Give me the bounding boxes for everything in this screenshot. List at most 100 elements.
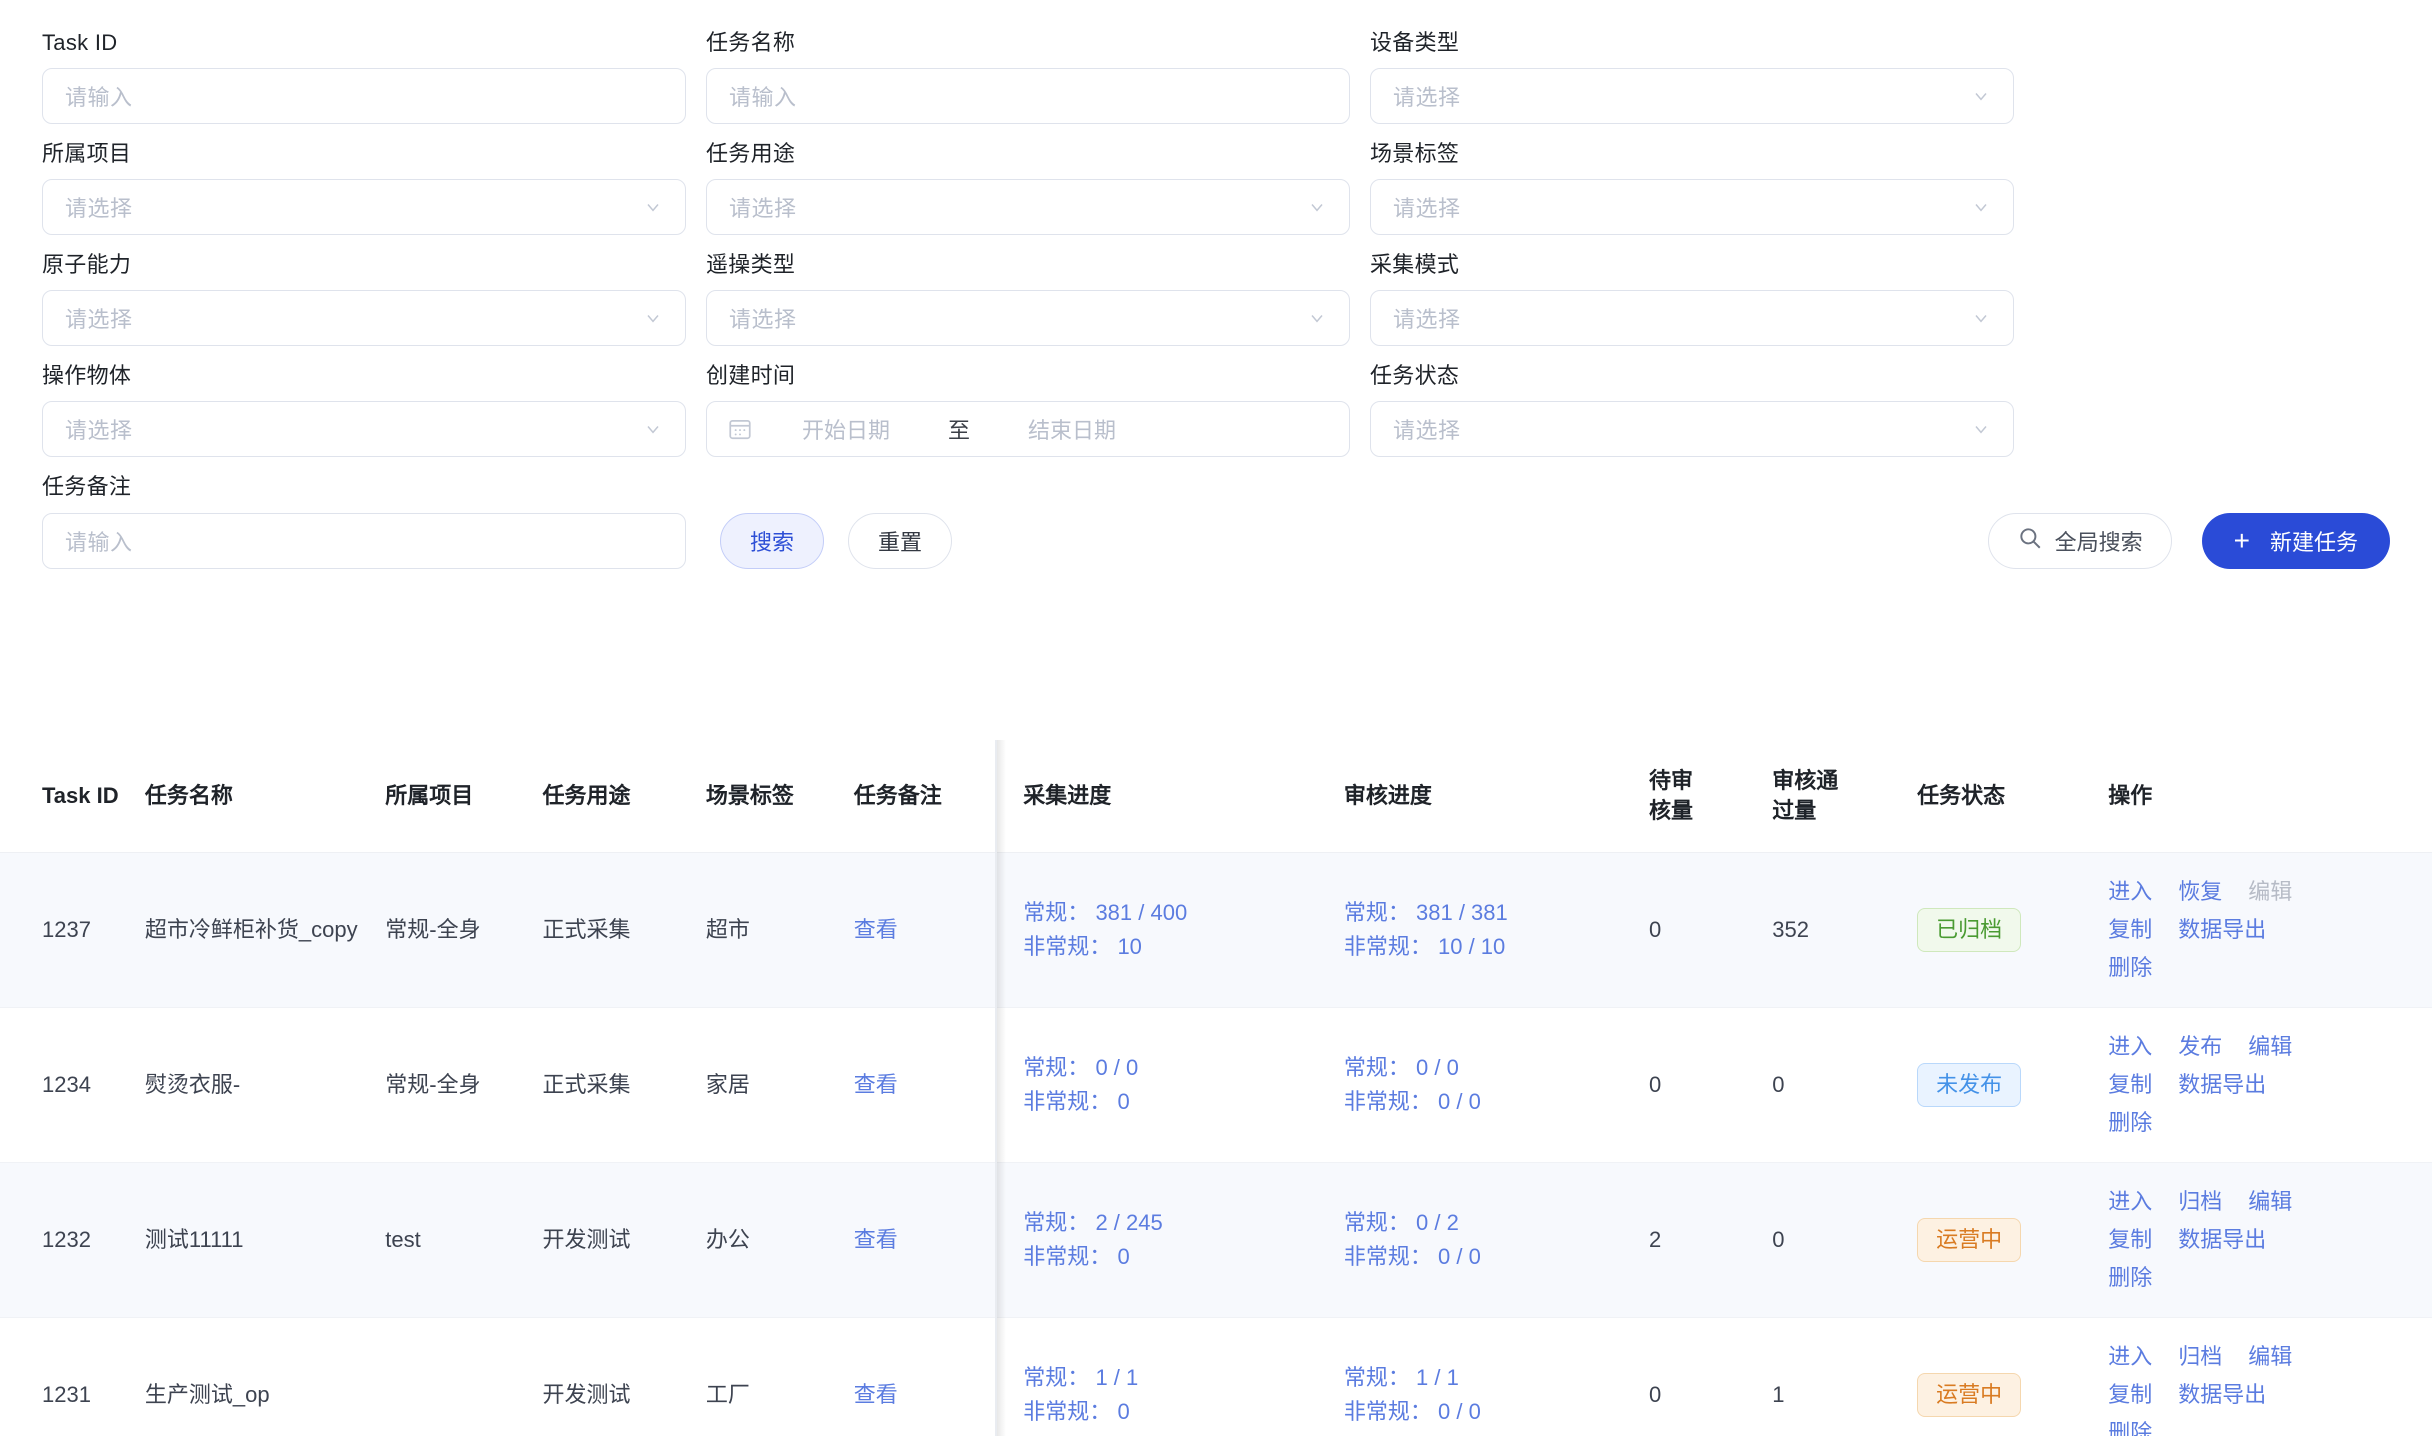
operation-links: 进入 发布 编辑复制 数据导出 删除 xyxy=(2108,1030,2318,1140)
op-link-5[interactable]: 删除 xyxy=(2108,1110,2153,1135)
chevron-down-icon[interactable] xyxy=(1971,419,1991,439)
op-link-2: 编辑 xyxy=(2248,879,2293,904)
op-link-5[interactable]: 删除 xyxy=(2108,1420,2153,1436)
placeholder-device-type: 请选择 xyxy=(1393,85,1461,110)
column-header-name: 任务名称 xyxy=(144,740,386,853)
op-link-0[interactable]: 进入 xyxy=(2108,879,2153,904)
cell-task-id: 1231 xyxy=(0,1317,145,1436)
cell-project: 常规-全身 xyxy=(385,1007,543,1163)
cell-collect-progress: 常规： 2 / 245 非常规： 0 xyxy=(1023,1162,1344,1318)
op-link-5[interactable]: 删除 xyxy=(2108,955,2153,980)
chevron-down-icon[interactable] xyxy=(1971,197,1991,217)
date-end-placeholder[interactable]: 结束日期 xyxy=(1027,418,1116,443)
chevron-down-icon[interactable] xyxy=(1971,308,1991,328)
search-button[interactable]: 搜索 xyxy=(720,513,824,569)
input-task-id[interactable]: 请输入 xyxy=(42,68,686,124)
input-task-name[interactable]: 请输入 xyxy=(706,68,1350,124)
placeholder-task-id: 请输入 xyxy=(65,85,133,110)
cell-collect-progress-abnormal: 非常规： 0 xyxy=(1023,1085,1344,1119)
cell-project: 常规-全身 xyxy=(385,852,543,1008)
select-task-usage[interactable]: 请选择 xyxy=(706,179,1350,235)
chevron-down-icon[interactable] xyxy=(1971,86,1991,106)
op-link-1[interactable]: 恢复 xyxy=(2178,879,2223,904)
cell-usage: 开发测试 xyxy=(542,1162,706,1318)
cell-pending-audit: 0 xyxy=(1649,1007,1773,1163)
select-device-type[interactable]: 请选择 xyxy=(1370,68,2014,124)
op-link-3[interactable]: 复制 xyxy=(2108,1227,2153,1252)
op-link-1[interactable]: 归档 xyxy=(2178,1189,2223,1214)
op-link-4[interactable]: 数据导出 xyxy=(2178,1072,2267,1097)
filter-field-device-type: 设备类型 请选择 xyxy=(1370,30,2034,124)
table-row[interactable]: 1232 测试11111 test 开发测试 办公 查看 常规： 2 / 245 非常规： 0… xyxy=(0,1162,2432,1318)
remark-view-link[interactable]: 查看 xyxy=(853,1227,898,1252)
op-link-1[interactable]: 归档 xyxy=(2178,1344,2223,1369)
select-operate-object[interactable]: 请选择 xyxy=(42,401,686,457)
column-header-pending: 待审 核量 xyxy=(1649,740,1773,853)
chevron-down-icon[interactable] xyxy=(1307,308,1327,328)
table-row[interactable]: 1231 生产测试_op 开发测试 工厂 查看 常规： 1 / 1 非常规： 0 常规： 1 … xyxy=(0,1317,2432,1436)
cell-collect-progress: 常规： 0 / 0 非常规： 0 xyxy=(1023,1007,1344,1163)
op-link-2[interactable]: 编辑 xyxy=(2248,1189,2293,1214)
chevron-down-icon[interactable] xyxy=(643,197,663,217)
action-bar: 请输入 搜索 重置 全局搜索 + 新建任务 xyxy=(0,513,2432,569)
cell-operations: 进入 归档 编辑复制 数据导出 删除 xyxy=(2108,1162,2432,1318)
filter-row: Task ID 请输入 任务名称 请输入 设备类型 请选择 xyxy=(42,30,2390,124)
task-remark-input[interactable]: 请输入 xyxy=(42,513,686,569)
table-row[interactable]: 1234 熨烫衣服- 常规-全身 正式采集 家居 查看 常规： 0 / 0 非常规： 0 常规：… xyxy=(0,1007,2432,1163)
cell-audit-progress-normal: 常规： 1 / 1 xyxy=(1344,1361,1649,1395)
date-start-placeholder[interactable]: 开始日期 xyxy=(801,418,890,443)
op-link-4[interactable]: 数据导出 xyxy=(2178,917,2267,942)
op-link-0[interactable]: 进入 xyxy=(2108,1034,2153,1059)
op-link-3[interactable]: 复制 xyxy=(2108,1382,2153,1407)
task-table-wrap: Task ID 任务名称 所属项目 任务用途 场景标签 任务备注 采集进度 审核进度 待审 核量… xyxy=(0,740,2432,1436)
op-link-2[interactable]: 编辑 xyxy=(2248,1034,2293,1059)
remark-view-link[interactable]: 查看 xyxy=(853,1072,898,1097)
cell-usage: 正式采集 xyxy=(542,1007,706,1163)
select-task-status[interactable]: 请选择 xyxy=(1370,401,2014,457)
date-separator: 至 xyxy=(947,418,970,443)
remark-view-link[interactable]: 查看 xyxy=(853,917,898,942)
filter-label-operate-object: 操作物体 xyxy=(42,363,132,388)
column-header-remark: 任务备注 xyxy=(853,740,1024,853)
cell-collect-progress-abnormal: 非常规： 10 xyxy=(1023,930,1344,964)
op-link-4[interactable]: 数据导出 xyxy=(2178,1382,2267,1407)
chevron-down-icon[interactable] xyxy=(643,308,663,328)
progress-label-normal: 常规： xyxy=(1343,1365,1410,1390)
op-link-0[interactable]: 进入 xyxy=(2108,1189,2153,1214)
filter-field-task-usage: 任务用途 请选择 xyxy=(706,141,1370,235)
op-link-0[interactable]: 进入 xyxy=(2108,1344,2153,1369)
cell-project xyxy=(385,1317,543,1436)
reset-button[interactable]: 重置 xyxy=(848,513,952,569)
cell-audit-passed: 0 xyxy=(1772,1007,1918,1163)
op-link-3[interactable]: 复制 xyxy=(2108,917,2153,942)
op-link-5[interactable]: 删除 xyxy=(2108,1265,2153,1290)
cell-collect-progress: 常规： 1 / 1 非常规： 0 xyxy=(1023,1317,1344,1436)
global-search-button[interactable]: 全局搜索 xyxy=(1987,513,2172,569)
table-row[interactable]: 1237 超市冷鲜柜补货_copy 常规-全身 正式采集 超市 查看 常规： 381 / 4… xyxy=(0,852,2432,1008)
filter-field-task-remark: 任务备注 xyxy=(42,474,706,512)
chevron-down-icon[interactable] xyxy=(643,419,663,439)
op-link-1[interactable]: 发布 xyxy=(2178,1034,2223,1059)
select-atomic-ability[interactable]: 请选择 xyxy=(42,290,686,346)
daterange-create-time[interactable]: 开始日期 至 结束日期 xyxy=(706,401,1350,457)
chevron-down-icon[interactable] xyxy=(1307,197,1327,217)
cell-pending-audit: 0 xyxy=(1649,852,1773,1008)
select-scene-tag[interactable]: 请选择 xyxy=(1370,179,2014,235)
remark-view-link[interactable]: 查看 xyxy=(853,1382,898,1407)
placeholder-task-usage: 请选择 xyxy=(729,196,797,221)
cell-audit-progress-abnormal-value: 0 / 0 xyxy=(1438,1089,1481,1114)
progress-label-abnormal: 非常规： xyxy=(1023,934,1112,959)
filter-field-scene-tag: 场景标签 请选择 xyxy=(1370,141,2034,235)
op-link-2[interactable]: 编辑 xyxy=(2248,1344,2293,1369)
select-teleop-type[interactable]: 请选择 xyxy=(706,290,1350,346)
cell-audit-progress-abnormal-value: 0 / 0 xyxy=(1438,1399,1481,1424)
op-link-3[interactable]: 复制 xyxy=(2108,1072,2153,1097)
op-link-4[interactable]: 数据导出 xyxy=(2178,1227,2267,1252)
cell-audit-progress: 常规： 381 / 381 非常规： 10 / 10 xyxy=(1343,852,1649,1008)
select-project[interactable]: 请选择 xyxy=(42,179,686,235)
new-task-button[interactable]: + 新建任务 xyxy=(2201,513,2390,569)
select-collect-mode[interactable]: 请选择 xyxy=(1370,290,2014,346)
cell-collect-progress: 常规： 381 / 400 非常规： 10 xyxy=(1023,852,1344,1008)
global-search-label: 全局搜索 xyxy=(2054,530,2143,555)
